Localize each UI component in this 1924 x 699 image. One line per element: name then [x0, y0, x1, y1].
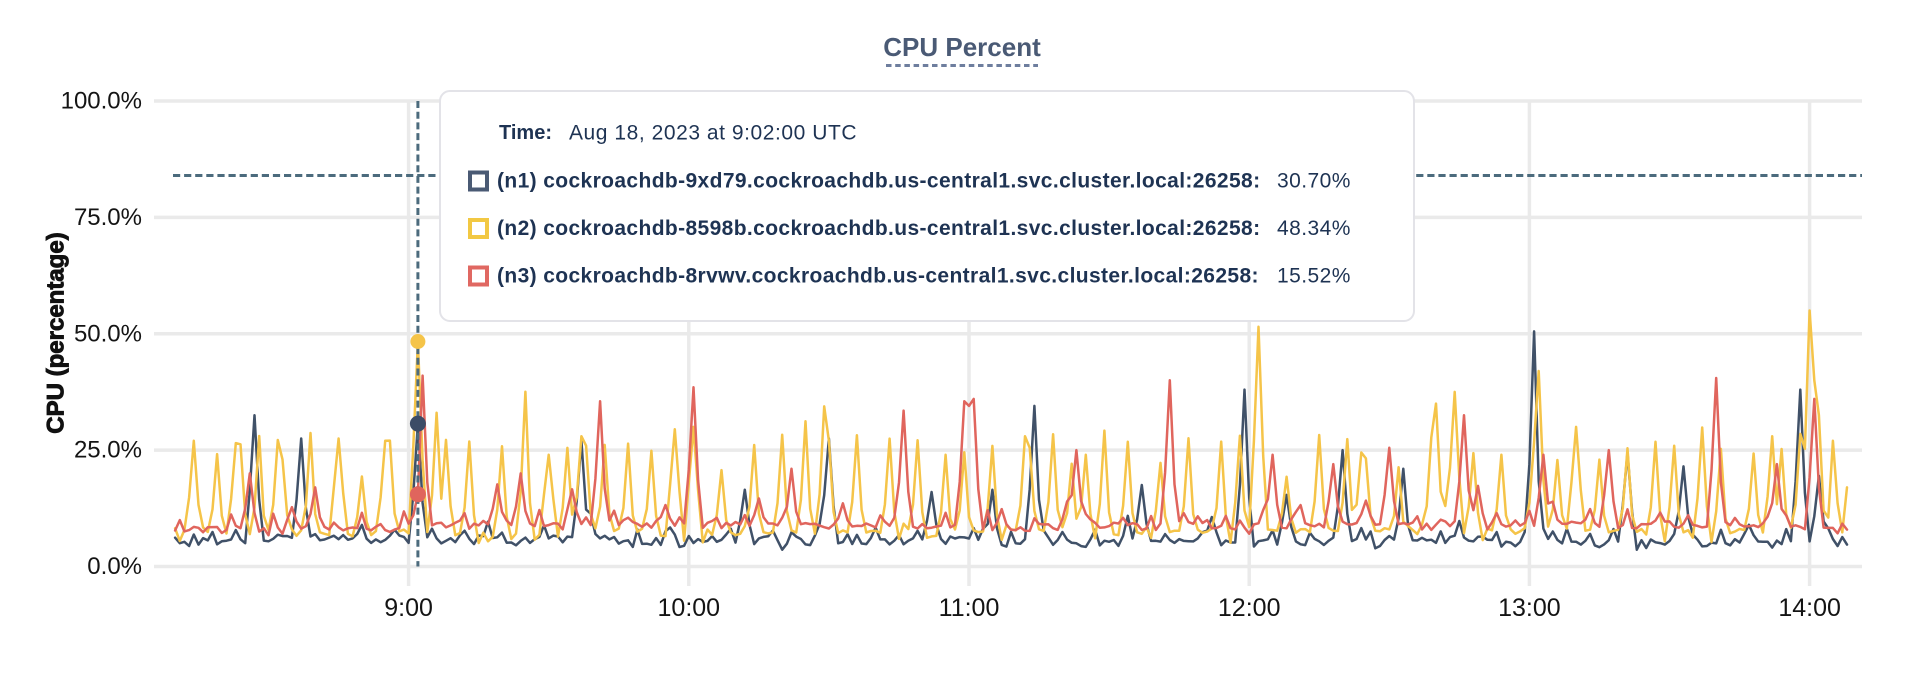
svg-text:10:00: 10:00	[658, 594, 721, 622]
svg-text:0.0%: 0.0%	[87, 553, 142, 580]
svg-text:48.34%: 48.34%	[1277, 217, 1351, 240]
svg-text:12:00: 12:00	[1218, 594, 1281, 622]
svg-text:25.0%: 25.0%	[74, 437, 142, 464]
svg-text:100.0%: 100.0%	[61, 88, 142, 115]
svg-text:14:00: 14:00	[1778, 594, 1841, 622]
svg-text:30.70%: 30.70%	[1277, 170, 1351, 193]
svg-text:11:00: 11:00	[939, 594, 1000, 622]
svg-text:CPU Percent: CPU Percent	[883, 32, 1041, 62]
svg-text:13:00: 13:00	[1498, 594, 1561, 622]
svg-text:Aug 18, 2023 at 9:02:00 UTC: Aug 18, 2023 at 9:02:00 UTC	[569, 122, 857, 145]
svg-text:75.0%: 75.0%	[74, 204, 142, 231]
svg-text:(n2) cockroachdb-8598b.cockroa: (n2) cockroachdb-8598b.cockroachdb.us-ce…	[497, 217, 1260, 240]
svg-text:CPU (percentage): CPU (percentage)	[43, 232, 70, 433]
svg-text:Time:: Time:	[499, 122, 552, 144]
svg-text:9:00: 9:00	[384, 594, 433, 622]
svg-text:(n1) cockroachdb-9xd79.cockroa: (n1) cockroachdb-9xd79.cockroachdb.us-ce…	[497, 170, 1260, 193]
svg-text:(n3) cockroachdb-8rvwv.cockroa: (n3) cockroachdb-8rvwv.cockroachdb.us-ce…	[497, 265, 1259, 288]
svg-text:15.52%: 15.52%	[1277, 265, 1351, 288]
svg-text:50.0%: 50.0%	[74, 320, 142, 347]
